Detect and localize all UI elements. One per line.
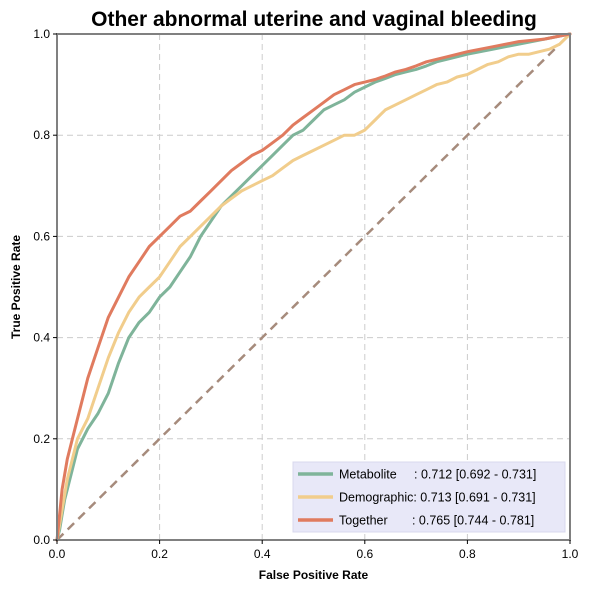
legend-label-together: Together : 0.765 [0.744 - 0.781] (339, 514, 534, 528)
x-tick-label: 0.8 (459, 547, 476, 561)
diagonal-reference (56, 33, 571, 541)
x-tick-label: 1.0 (562, 547, 579, 561)
roc-line-demographic (55, 32, 572, 542)
x-axis-label: False Positive Rate (259, 568, 369, 582)
x-tick-label: 0.6 (356, 547, 373, 561)
y-tick-label: 0.2 (33, 432, 50, 446)
y-tick-label: 0.8 (33, 128, 50, 142)
legend: Metabolite : 0.712 [0.692 - 0.731] Demogr… (292, 461, 566, 533)
y-tick-label: 0.0 (33, 533, 50, 547)
chance-diagonal-line (56, 33, 571, 541)
legend-label-metabolite: Metabolite : 0.712 [0.692 - 0.731] (339, 468, 536, 482)
x-tick-label: 0.2 (151, 547, 168, 561)
y-tick-label: 1.0 (33, 27, 50, 41)
x-axis-ticks: 0.0 0.2 0.4 0.6 0.8 1.0 (49, 540, 579, 561)
roc-line-together (55, 32, 572, 542)
y-axis-label: True Positive Rate (9, 235, 23, 339)
x-tick-label: 0.4 (254, 547, 271, 561)
roc-line-metabolite (55, 32, 572, 542)
grid-lines (57, 34, 570, 540)
chart-title: Other abnormal uterine and vaginal bleed… (91, 8, 537, 31)
plot-frame (56, 33, 571, 541)
x-tick-label: 0.0 (49, 547, 66, 561)
legend-box (292, 461, 566, 533)
y-tick-label: 0.6 (33, 229, 50, 243)
y-axis-ticks: 0.0 0.2 0.4 0.6 0.8 1.0 (33, 27, 57, 547)
legend-label-demographic: Demographic: 0.713 [0.691 - 0.731] (339, 491, 536, 505)
roc-curves (55, 32, 572, 542)
y-tick-label: 0.4 (33, 331, 50, 345)
